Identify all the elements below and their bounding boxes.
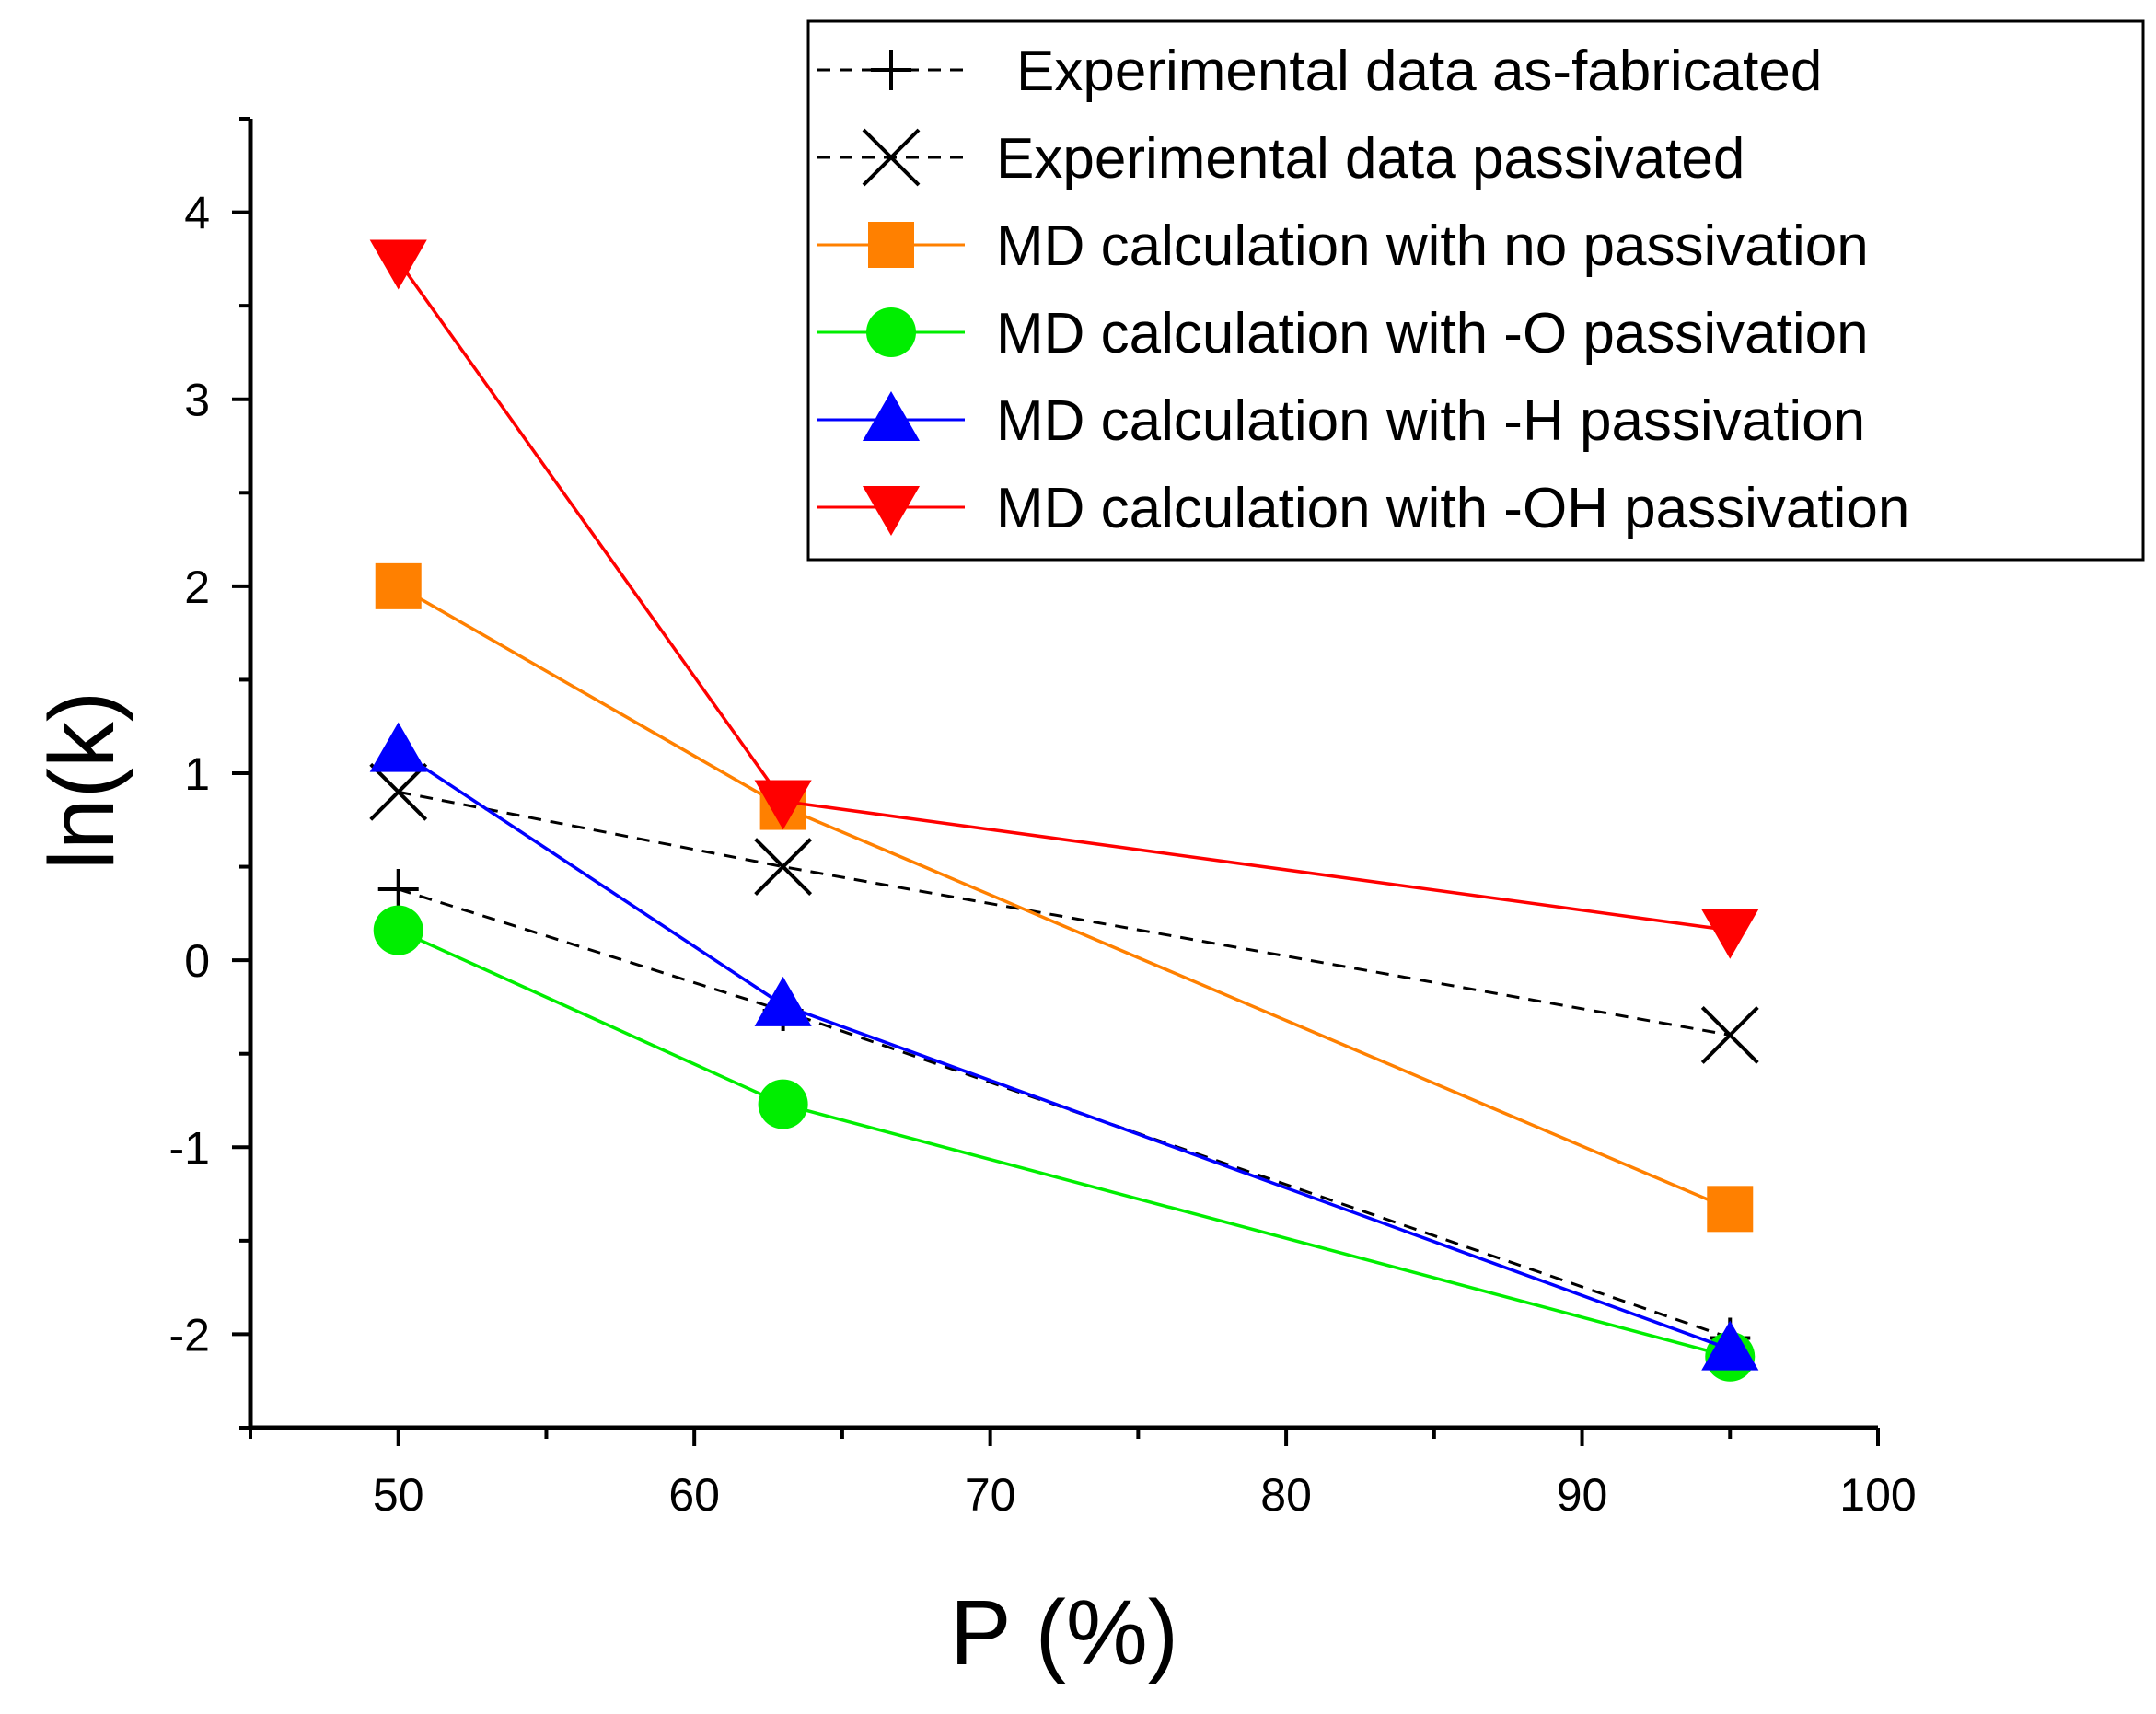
legend-marker	[862, 128, 921, 187]
legend-label: MD calculation with no passivation	[996, 214, 1869, 278]
legend-box	[806, 19, 2145, 562]
series-1	[377, 868, 1751, 1359]
legend-item: MD calculation with no passivation	[817, 214, 1869, 278]
legend-label: Experimental data passivated	[996, 127, 1745, 191]
y-ticks: -2 -1 0 1 2 3 4	[169, 117, 250, 1430]
series-line	[397, 585, 1731, 1210]
y-tick-label: 3	[184, 375, 210, 426]
legend-label: MD calculation with -OH passivation	[996, 477, 1909, 540]
legend-marker	[862, 486, 921, 537]
series-6	[369, 239, 1759, 959]
series-line	[398, 887, 1731, 1339]
legend-marker	[868, 222, 914, 268]
series-5	[369, 722, 1759, 1371]
data-point	[754, 976, 812, 1026]
data-point	[1707, 1186, 1754, 1233]
data-point	[369, 239, 427, 290]
legend-marker	[862, 390, 921, 441]
data-point	[1700, 1005, 1759, 1064]
series-line	[398, 790, 1731, 1037]
x-tick-label: 80	[1260, 1469, 1312, 1521]
legend-marker	[866, 307, 916, 357]
legend-item: MD calculation with -H passivation	[817, 389, 1865, 453]
legend-item: MD calculation with -OH passivation	[817, 477, 1909, 540]
x-tick-label: 100	[1839, 1469, 1916, 1521]
legend-item: MD calculation with -O passivation	[817, 302, 1869, 365]
y-tick-label: 1	[184, 748, 210, 800]
y-tick-label: 4	[184, 188, 210, 239]
y-tick-label: 2	[184, 562, 210, 613]
y-tick-label: -1	[169, 1122, 210, 1174]
y-tick-label: 0	[184, 935, 210, 987]
data-point	[373, 905, 423, 955]
series-3	[375, 562, 1754, 1233]
series-2	[369, 762, 1759, 1064]
y-tick-label: -2	[169, 1309, 210, 1361]
legend: Experimental data as-fabricated Experimen…	[806, 19, 2145, 562]
legend-marker	[871, 50, 911, 90]
legend-label: MD calculation with -H passivation	[996, 389, 1865, 453]
data-point	[369, 722, 427, 772]
series-line	[398, 929, 1731, 1359]
data-point	[369, 762, 428, 821]
x-tick-label: 60	[668, 1469, 720, 1521]
x-axis-title: P (%)	[950, 1581, 1178, 1685]
data-point	[1701, 909, 1759, 959]
series-4	[373, 905, 1756, 1382]
axes: 50 60 70 80 90 100 -2 -1 0 1 2 3 4	[169, 117, 1917, 1521]
data-point	[758, 1079, 808, 1129]
plot-area	[369, 239, 1759, 1382]
data-point	[377, 868, 419, 909]
data-point	[1701, 1320, 1759, 1371]
y-axis-title: ln(k)	[30, 691, 133, 870]
legend-label: Experimental data as-fabricated	[1016, 40, 1822, 103]
legend-item: Experimental data passivated	[817, 127, 1745, 191]
x-tick-label: 90	[1557, 1469, 1608, 1521]
x-ticks: 50 60 70 80 90 100	[249, 1428, 1917, 1521]
x-tick-label: 70	[965, 1469, 1016, 1521]
data-point	[754, 838, 813, 896]
legend-label: MD calculation with -O passivation	[996, 302, 1869, 365]
x-tick-label: 50	[373, 1469, 424, 1521]
data-point	[754, 780, 812, 830]
data-point	[375, 562, 422, 609]
legend-item: Experimental data as-fabricated	[817, 40, 1822, 103]
